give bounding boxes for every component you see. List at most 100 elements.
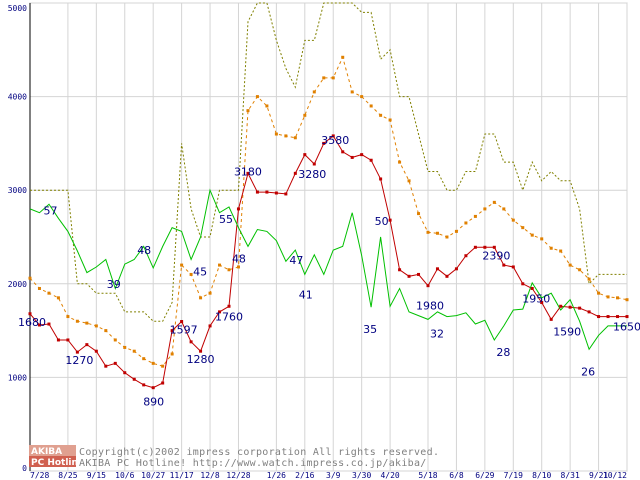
data-label-16: 3580 [321, 134, 349, 147]
point-lowest-price-8 [104, 364, 108, 368]
point-lowest-price-53 [530, 286, 534, 290]
data-label-5: 890 [143, 396, 164, 409]
point-upper-orange-50 [502, 207, 506, 211]
point-lowest-price-21 [227, 304, 231, 308]
point-upper-orange-59 [587, 277, 591, 281]
data-label-1: 57 [43, 205, 57, 218]
point-upper-orange-16 [180, 263, 184, 267]
point-upper-orange-22 [236, 265, 240, 269]
point-upper-orange-39 [398, 160, 402, 164]
data-label-8: 1280 [187, 353, 215, 366]
point-upper-orange-42 [426, 230, 430, 234]
point-lowest-price-58 [578, 306, 582, 310]
point-upper-orange-14 [161, 364, 165, 368]
point-upper-orange-24 [255, 95, 259, 99]
logo-bottom-box [29, 456, 76, 467]
data-label-26: 1650 [613, 321, 640, 334]
point-upper-orange-48 [483, 207, 487, 211]
point-upper-orange-8 [104, 329, 108, 333]
point-upper-orange-43 [435, 231, 439, 235]
x-tick-label-10: 3/9 [326, 471, 341, 480]
point-upper-orange-13 [151, 361, 155, 365]
point-lowest-price-0 [28, 312, 32, 316]
logo-top-text: AKIBA [31, 447, 62, 457]
x-tick-label-6: 12/8 [200, 471, 219, 480]
point-lowest-price-44 [445, 274, 449, 278]
point-upper-orange-51 [511, 218, 515, 222]
data-label-24: 1590 [553, 325, 581, 338]
point-lowest-price-14 [161, 381, 165, 385]
point-upper-orange-56 [559, 249, 563, 253]
point-lowest-price-19 [208, 324, 212, 328]
point-upper-orange-49 [492, 200, 496, 204]
point-upper-orange-58 [578, 268, 582, 272]
point-lowest-price-54 [540, 301, 544, 305]
point-upper-orange-35 [360, 95, 364, 99]
point-lowest-price-15 [170, 329, 174, 333]
data-label-25: 26 [581, 365, 595, 378]
point-lowest-price-41 [417, 272, 421, 276]
point-lowest-price-28 [293, 171, 297, 175]
point-upper-orange-62 [616, 296, 620, 300]
point-upper-orange-44 [445, 235, 449, 239]
point-lowest-price-59 [587, 310, 591, 314]
point-lowest-price-20 [218, 310, 222, 314]
point-upper-orange-63 [625, 298, 629, 302]
point-lowest-price-33 [341, 150, 345, 154]
x-tick-label-4: 10/27 [141, 471, 165, 480]
point-lowest-price-63 [625, 315, 629, 319]
point-lowest-price-27 [284, 192, 288, 196]
point-lowest-price-47 [473, 245, 477, 249]
point-lowest-price-1 [37, 323, 41, 327]
point-lowest-price-11 [132, 377, 136, 381]
point-lowest-price-22 [236, 207, 240, 211]
point-upper-orange-33 [341, 55, 345, 59]
point-upper-orange-20 [218, 263, 222, 267]
point-lowest-price-52 [521, 282, 525, 286]
y-tick-label-3000: 3000 [8, 186, 27, 195]
point-upper-orange-60 [597, 291, 601, 295]
point-upper-orange-23 [246, 109, 250, 113]
series-markers [28, 55, 629, 390]
point-upper-orange-0 [28, 276, 32, 280]
point-lowest-price-12 [142, 383, 146, 387]
point-lowest-price-36 [369, 158, 373, 162]
point-lowest-price-39 [398, 268, 402, 272]
point-lowest-price-56 [559, 304, 563, 308]
data-label-0: 1680 [18, 316, 46, 329]
point-upper-orange-12 [142, 357, 146, 361]
point-upper-orange-26 [274, 132, 278, 136]
data-label-6: 1597 [170, 324, 198, 337]
data-label-14: 3280 [298, 168, 326, 181]
point-upper-orange-11 [132, 349, 136, 353]
x-tick-label-9: 2/16 [295, 471, 314, 480]
point-lowest-price-25 [265, 190, 269, 194]
point-lowest-price-6 [85, 343, 89, 347]
point-lowest-price-62 [616, 315, 620, 319]
data-label-12: 48 [232, 252, 246, 265]
y-tick-label-5000: 5000 [8, 4, 27, 13]
point-upper-orange-6 [85, 321, 89, 325]
point-lowest-price-32 [331, 134, 335, 138]
point-lowest-price-10 [123, 371, 127, 375]
x-tick-label-12: 4/20 [380, 471, 399, 480]
point-lowest-price-48 [483, 245, 487, 249]
point-upper-orange-31 [322, 76, 326, 80]
point-lowest-price-34 [350, 155, 354, 159]
point-upper-orange-7 [94, 324, 98, 328]
point-upper-orange-30 [312, 90, 316, 94]
x-tick-label-15: 6/29 [475, 471, 494, 480]
x-tick-label-2: 9/15 [87, 471, 106, 480]
point-lowest-price-37 [379, 177, 383, 181]
point-lowest-price-51 [511, 265, 515, 269]
x-tick-label-3: 10/6 [115, 471, 134, 480]
point-upper-orange-46 [464, 221, 468, 225]
point-upper-orange-52 [521, 226, 525, 230]
point-lowest-price-13 [151, 386, 155, 390]
point-upper-orange-47 [473, 214, 477, 218]
point-lowest-price-40 [407, 274, 411, 278]
point-lowest-price-45 [454, 267, 458, 271]
point-upper-orange-54 [540, 237, 544, 241]
x-tick-label-11: 3/30 [352, 471, 371, 480]
data-label-10: 1760 [215, 310, 243, 323]
